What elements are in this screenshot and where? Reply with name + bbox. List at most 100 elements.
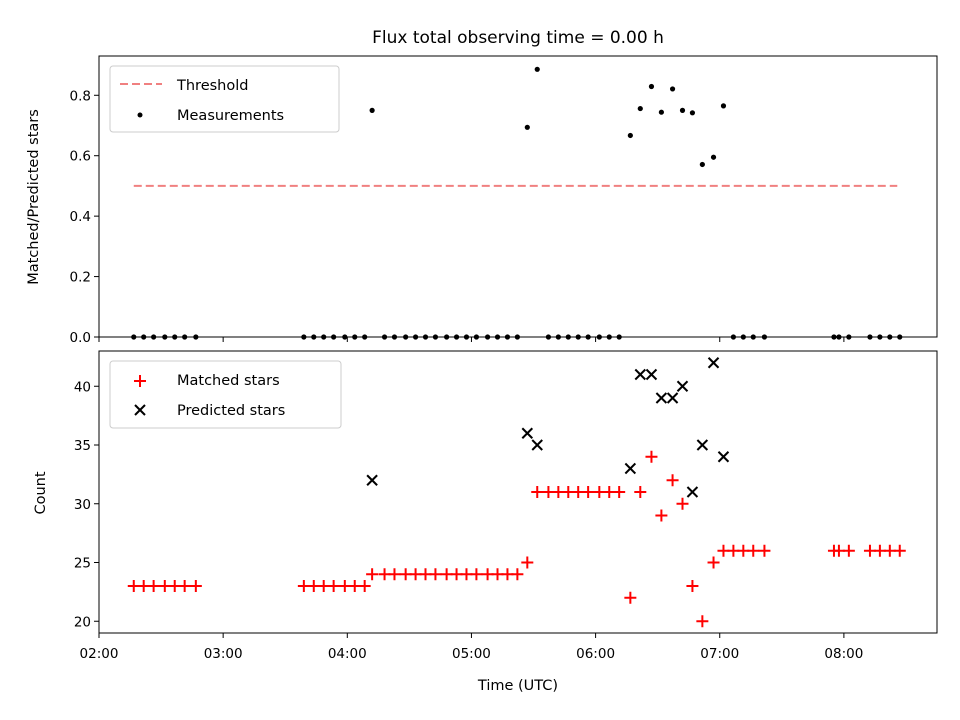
legend-predicted-label: Predicted stars [177, 403, 285, 419]
count-legend: Matched stars Predicted stars [109, 360, 342, 429]
ratio-y-tick-label: 0.2 [70, 270, 91, 286]
matched-star-point [178, 580, 191, 592]
count-y-tick-label: 25 [74, 556, 91, 572]
measurement-point [403, 334, 409, 340]
ratio-y-ticks: 0.0 0.2 0.4 0.6 0.8 [70, 88, 99, 346]
x-axis-label: Time (UTC) [477, 678, 558, 694]
measurement-point [311, 334, 317, 340]
count-x-ticks: 02:00 03:00 04:00 05:00 06:00 07:00 08:00 [80, 633, 863, 662]
measurement-point [141, 334, 147, 340]
count-x-tick-label: 04:00 [328, 646, 367, 662]
count-y-tick-label: 30 [74, 497, 91, 513]
legend-matched-label: Matched stars [177, 373, 280, 389]
ratio-y-tick-label: 0.4 [70, 209, 91, 225]
count-legend-box [109, 360, 342, 429]
matched-star-point [531, 486, 544, 498]
matched-star-point [634, 486, 647, 498]
predicted-star-point [645, 368, 658, 381]
matched-star-point [366, 568, 379, 581]
measurement-point [453, 334, 460, 340]
matched-stars-points [127, 450, 906, 628]
measurement-point [362, 334, 368, 340]
measurement-point [321, 334, 327, 340]
count-panel: 20 25 30 35 40 02:00 03:00 04:00 05:00 06:00 07:0… [33, 350, 938, 694]
matched-star-point [613, 486, 626, 498]
count-y-axis-label: Count [33, 471, 49, 514]
count-plot-area [98, 350, 938, 634]
count-y-ticks: 20 25 30 35 40 [74, 379, 99, 630]
legend-measurements-swatch [137, 112, 143, 118]
predicted-star-point [696, 439, 709, 451]
count-y-tick-label: 40 [74, 379, 91, 395]
matched-star-point [758, 544, 771, 557]
matched-star-point [511, 568, 524, 581]
matched-star-point [655, 509, 668, 522]
count-x-tick-label: 06:00 [576, 646, 615, 662]
matched-star-point [470, 568, 483, 581]
count-x-tick-label: 05:00 [452, 646, 491, 662]
predicted-star-point [655, 392, 668, 404]
measurement-point [750, 334, 756, 340]
measurement-point [596, 334, 602, 340]
measurement-point [352, 334, 358, 340]
measurement-point [514, 334, 520, 340]
measurement-point [182, 334, 188, 340]
ratio-y-tick-label: 0.8 [70, 88, 91, 104]
measurement-point [524, 124, 530, 130]
legend-matched-swatch [134, 375, 146, 387]
count-x-tick-label: 02:00 [80, 646, 119, 662]
matched-star-point [582, 486, 595, 498]
matched-star-point [842, 544, 855, 557]
measurement-point [473, 334, 480, 340]
measurement-point [391, 334, 398, 340]
predicted-star-point [676, 380, 689, 392]
measurement-point [172, 334, 178, 340]
predicted-star-point [531, 439, 543, 451]
ratio-legend-box [109, 65, 340, 133]
matched-star-point [707, 556, 720, 569]
matched-star-point [327, 580, 340, 592]
predicted-stars-points [366, 357, 730, 498]
measurement-point [432, 334, 439, 340]
matched-star-point [676, 497, 689, 510]
matched-star-point [429, 568, 442, 581]
measurement-point [545, 334, 552, 340]
predicted-star-point [707, 357, 720, 369]
matched-star-point [388, 568, 401, 581]
legend-predicted-swatch [134, 404, 146, 416]
measurement-point [761, 334, 768, 340]
measurement-point [740, 334, 746, 340]
matched-star-point [686, 580, 699, 592]
ratio-panel: Flux total observing time = 0.00 h 0.00.… [26, 28, 938, 346]
measurement-point [463, 334, 470, 340]
measurement-points [131, 66, 903, 340]
measurement-point [831, 334, 837, 340]
measurement-point [585, 334, 591, 340]
count-x-tick-label: 08:00 [824, 646, 863, 662]
matched-star-point [645, 450, 658, 463]
count-x-tick-label: 03:00 [204, 646, 243, 662]
measurement-point [710, 154, 717, 160]
predicted-star-point [624, 462, 637, 475]
measurement-point [412, 334, 419, 340]
matched-star-point [521, 556, 534, 569]
measurement-point [494, 334, 501, 340]
measurement-point [193, 334, 199, 340]
measurement-point [846, 334, 852, 340]
predicted-star-point [666, 392, 679, 404]
measurement-point [606, 334, 612, 340]
predicted-star-point [366, 474, 378, 486]
measurement-point [887, 334, 893, 340]
count-y-tick-label: 20 [74, 614, 91, 630]
measurement-point [867, 334, 873, 340]
count-y-tick-label: 35 [74, 438, 91, 454]
matched-star-point [624, 591, 637, 604]
predicted-star-point [717, 451, 730, 463]
measurement-point [575, 334, 581, 340]
measurement-point [444, 334, 450, 340]
measurement-point [534, 66, 540, 72]
measurement-point [637, 105, 643, 112]
matched-star-point [747, 544, 760, 557]
matched-star-point [147, 580, 160, 592]
